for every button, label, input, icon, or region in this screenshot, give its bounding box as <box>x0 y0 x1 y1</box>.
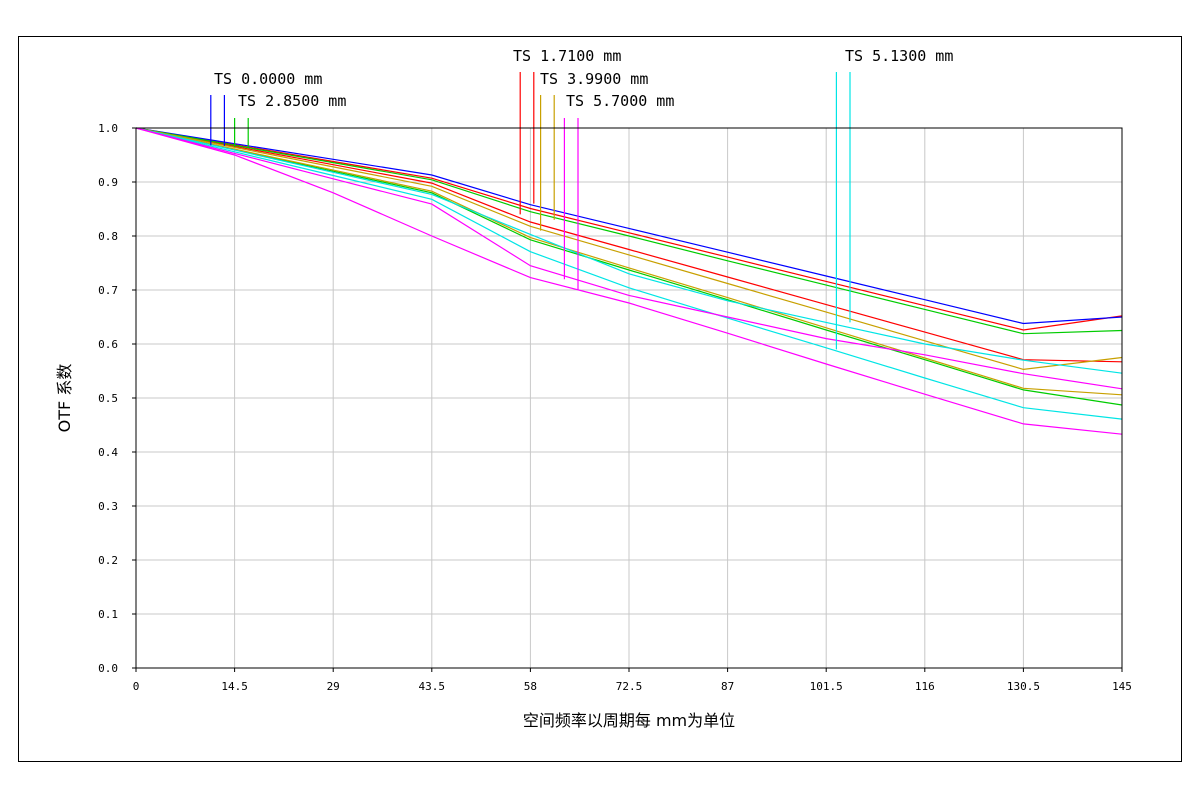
series-line <box>135 127 1123 396</box>
series-line <box>135 127 1123 331</box>
field-legend-label: TS 5.1300 mm <box>845 47 953 65</box>
x-axis-title: 空间频率以周期每 mm为单位 <box>523 711 735 730</box>
series-line <box>135 127 1123 363</box>
series-lines <box>135 127 1123 435</box>
y-tick-label: 0.7 <box>98 284 118 297</box>
x-tick-label: 43.5 <box>419 680 446 693</box>
series-line <box>135 127 1123 325</box>
y-tick-label: 0.0 <box>98 662 118 675</box>
y-tick-label: 0.6 <box>98 338 118 351</box>
y-tick-label: 0.1 <box>98 608 118 621</box>
x-tick-label: 14.5 <box>221 680 248 693</box>
y-tick-label: 0.2 <box>98 554 118 567</box>
series-line <box>135 127 1123 420</box>
series-line <box>135 127 1123 335</box>
series-line <box>135 127 1123 374</box>
series-line <box>135 127 1123 390</box>
y-tick-label: 0.4 <box>98 446 118 459</box>
x-tick-label: 101.5 <box>810 680 843 693</box>
y-tick-label: 0.3 <box>98 500 118 513</box>
x-tick-label: 130.5 <box>1007 680 1040 693</box>
field-legend-label: TS 3.9900 mm <box>540 70 648 88</box>
x-tick-label: 145 <box>1112 680 1132 693</box>
field-legend-label: TS 5.7000 mm <box>566 92 674 110</box>
series-line <box>135 127 1123 435</box>
x-tick-label: 29 <box>327 680 340 693</box>
x-tick-label: 0 <box>133 680 140 693</box>
x-tick-label: 58 <box>524 680 537 693</box>
y-tick-label: 0.5 <box>98 392 118 405</box>
y-axis-title: OTF 系数 <box>55 364 74 433</box>
x-tick-label: 87 <box>721 680 734 693</box>
field-legend: TS 0.0000 mm TS 2.8500 mm TS 1.7100 mm TS 3… <box>210 47 953 350</box>
x-tick-label: 72.5 <box>616 680 643 693</box>
axis-ticks: 0 14.5 29 43.5 58 72.5 87 101.5 116 130.5 145 0.0 0.… <box>98 122 1132 693</box>
y-tick-label: 1.0 <box>98 122 118 135</box>
field-legend-label: TS 0.0000 mm <box>214 70 322 88</box>
x-tick-label: 116 <box>915 680 935 693</box>
y-tick-label: 0.8 <box>98 230 118 243</box>
field-legend-label: TS 2.8500 mm <box>238 92 346 110</box>
y-tick-label: 0.9 <box>98 176 118 189</box>
field-legend-label: TS 1.7100 mm <box>513 47 621 65</box>
series-line <box>135 127 1123 406</box>
series-line <box>135 127 1123 371</box>
